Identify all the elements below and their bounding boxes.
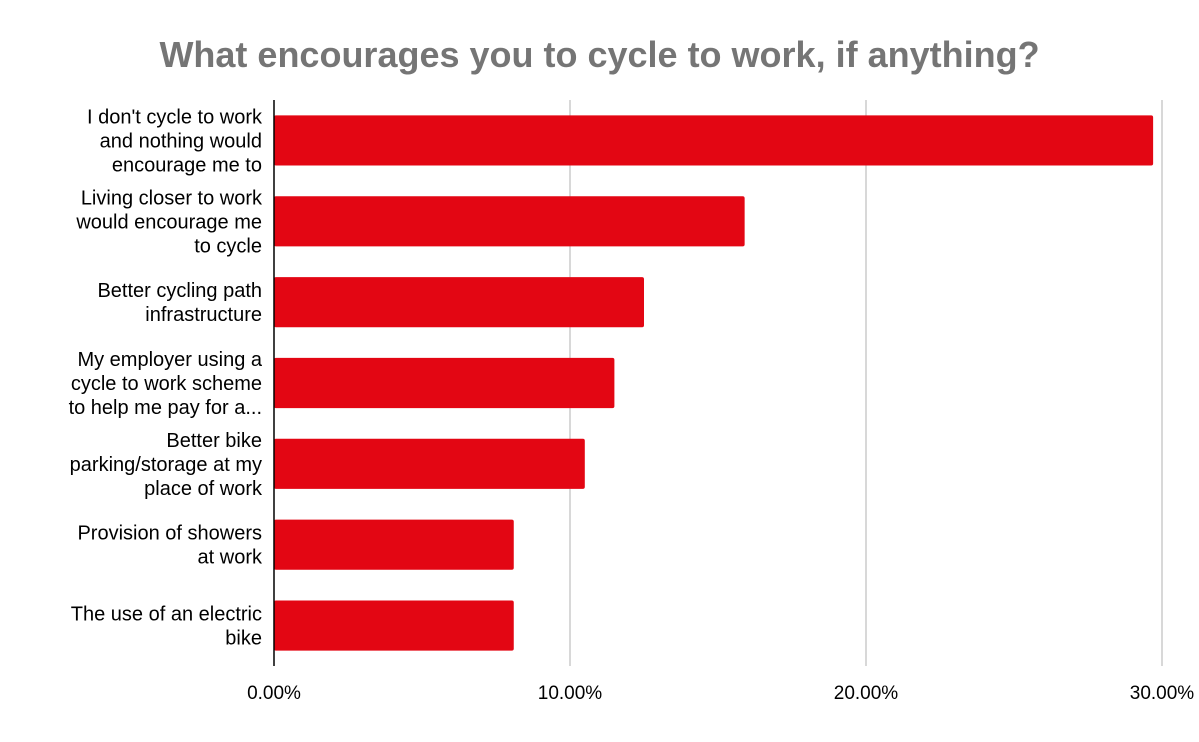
category-label-line: I don't cycle to work [87, 106, 263, 128]
bar-5 [274, 519, 514, 570]
bar-6 [274, 600, 514, 651]
category-label-line: would encourage me [75, 211, 262, 233]
x-tick-label-0: 0.00% [247, 683, 301, 704]
category-label-line: and nothing would [100, 130, 262, 152]
bar-4 [274, 438, 585, 489]
category-label-2: Better cycling path infrastructure [97, 280, 262, 326]
bar-3 [274, 357, 615, 409]
category-label-1: Living closer to work would encourage me t… [75, 187, 263, 257]
tick-labels: 0.00% 10.00% 20.00% 30.00% [247, 683, 1194, 704]
category-label-line: bike [225, 628, 262, 650]
category-label-line: My employer using a [77, 349, 262, 371]
category-label-line: Better bike [166, 430, 262, 452]
category-label-line: cycle to work scheme [71, 373, 262, 395]
category-label-line: Living closer to work [81, 187, 263, 209]
category-label-line: place of work [144, 478, 263, 500]
gridlines [569, 100, 1163, 666]
bar-1 [274, 196, 745, 247]
category-label-5: Provision of showers at work [77, 523, 263, 569]
x-tick-label-1: 10.00% [538, 683, 603, 704]
category-label-6: The use of an electric bike [71, 604, 262, 650]
category-label-line: The use of an electric [71, 604, 262, 626]
bars [274, 115, 1154, 651]
category-label-line: encourage me to [112, 154, 262, 176]
category-label-line: to cycle [194, 235, 262, 257]
category-label-line: parking/storage at my [70, 454, 262, 476]
category-label-4: Better bike parking/storage at my place of… [70, 430, 263, 500]
bar-0 [274, 115, 1154, 166]
x-tick-label-3: 30.00% [1130, 683, 1195, 704]
chart-title: What encourages you to cycle to work, if… [159, 34, 1040, 75]
category-label-line: infrastructure [145, 304, 262, 326]
category-labels: I don't cycle to work and nothing would en… [69, 106, 263, 649]
category-label-0: I don't cycle to work and nothing would en… [87, 106, 263, 176]
category-label-line: to help me pay for a... [69, 397, 262, 419]
bar-2 [274, 277, 644, 328]
x-tick-label-2: 20.00% [834, 683, 899, 704]
category-label-3: My employer using a cycle to work scheme t… [69, 349, 263, 419]
category-label-line: Provision of showers [77, 523, 262, 545]
category-label-line: Better cycling path [97, 280, 262, 302]
category-label-line: at work [198, 547, 263, 569]
